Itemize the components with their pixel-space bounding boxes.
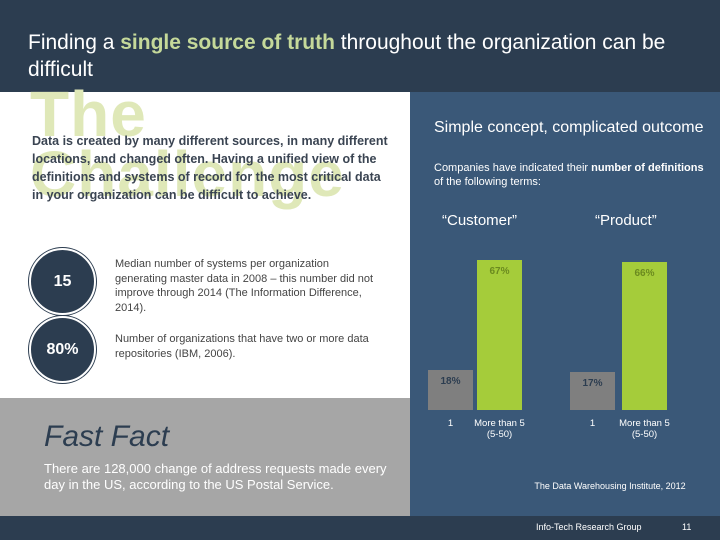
page-title: Finding a single source of truth through… — [28, 31, 666, 81]
bar-category-label: More than 5 (5-50) — [619, 418, 670, 440]
stat-text-systems: Median number of systems per organizatio… — [115, 258, 374, 314]
chart-bar — [428, 370, 473, 410]
stat-circle-systems: 15 — [29, 248, 96, 315]
bar-category-label: More than 5 (5-50) — [474, 418, 525, 440]
chart-bar — [622, 262, 667, 410]
bar-category-label: 1 — [447, 418, 454, 429]
bar-category-label: 1 — [589, 418, 596, 429]
title-highlight: single source of truth — [120, 31, 335, 54]
right-panel-heading: Simple concept, complicated outcome — [434, 119, 704, 136]
intro-text: Data is created by many different source… — [32, 134, 388, 202]
challenge-heading: The Challenge — [30, 78, 345, 210]
page-number: 11 — [682, 522, 692, 532]
header-bar — [0, 0, 720, 92]
right-panel-subtext: Companies have indicated their number of… — [434, 162, 704, 188]
footer-bar — [0, 516, 720, 540]
chart-bar — [477, 260, 522, 410]
fast-fact-heading: Fast Fact — [44, 420, 170, 453]
bar-value-label: 67% — [489, 266, 510, 277]
footer-org: Info-Tech Research Group — [536, 522, 642, 532]
fast-fact-panel — [0, 398, 410, 516]
chart-bar — [570, 372, 615, 410]
stat-circle-repositories: 80% — [29, 316, 96, 383]
bar-value-label: 17% — [582, 378, 603, 389]
bar-value-label: 66% — [634, 268, 655, 279]
source-citation: The Data Warehousing Institute, 2012 — [534, 481, 686, 491]
stat-text-repositories: Number of organizations that have two or… — [115, 333, 369, 360]
fast-fact-body: There are 128,000 change of address requ… — [44, 461, 387, 492]
bar-value-label: 18% — [440, 376, 461, 387]
right-panel — [410, 92, 720, 516]
chart-title-product: “Product” — [595, 212, 657, 229]
chart-title-customer: “Customer” — [442, 212, 518, 229]
